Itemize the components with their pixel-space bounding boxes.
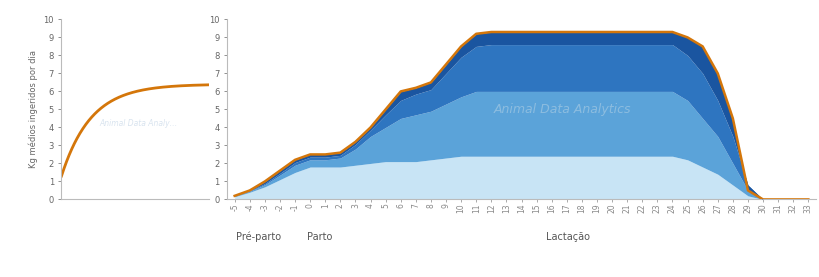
Text: Parto: Parto <box>307 232 333 242</box>
Text: Lactação: Lactação <box>545 232 589 242</box>
Text: Animal Data Analytics: Animal Data Analytics <box>493 103 631 116</box>
Text: Pré-parto: Pré-parto <box>235 232 280 242</box>
Text: Animal Data Analy…: Animal Data Analy… <box>99 119 177 128</box>
Y-axis label: Kg médios ingeridos por dia: Kg médios ingeridos por dia <box>29 50 38 168</box>
